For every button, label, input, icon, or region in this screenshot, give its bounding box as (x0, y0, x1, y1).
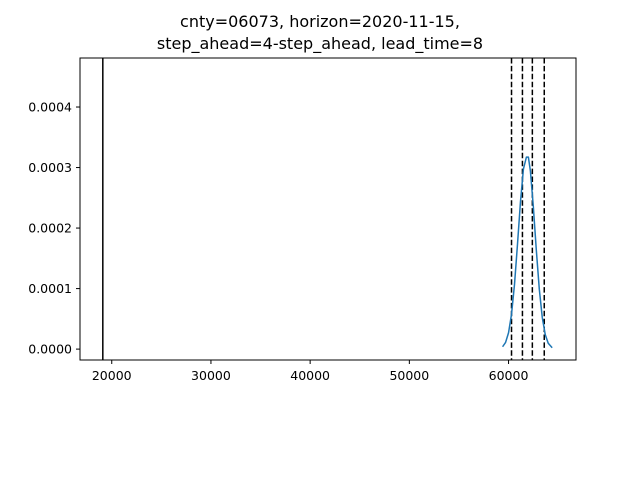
density-curve-0 (501, 156, 553, 349)
x-tick-label-2: 40000 (290, 368, 330, 383)
chart-title-line-1: cnty=06073, horizon=2020-11-15, (180, 12, 460, 31)
y-tick-label-2: 0.0002 (28, 221, 72, 236)
y-tick-label-4: 0.0004 (28, 100, 72, 115)
y-tick-label-0: 0.0000 (28, 342, 72, 357)
axes: 20000 30000 40000 50000 60000 0.0000 0.0001 0.0… (28, 57, 577, 383)
y-tick-label-1: 0.0001 (28, 281, 72, 296)
x-tick-label-1: 30000 (191, 368, 231, 383)
x-tick-label-4: 60000 (489, 368, 529, 383)
series-layer (501, 156, 553, 349)
axes-frame (79, 57, 577, 361)
plot-area (80, 58, 576, 360)
reference-lines (102, 58, 546, 360)
chart-title-line-2: step_ahead=4-step_ahead, lead_time=8 (156, 34, 484, 53)
x-tick-label-0: 20000 (92, 368, 132, 383)
y-tick-label-3: 0.0003 (28, 160, 72, 175)
x-tick-label-3: 50000 (389, 368, 429, 383)
